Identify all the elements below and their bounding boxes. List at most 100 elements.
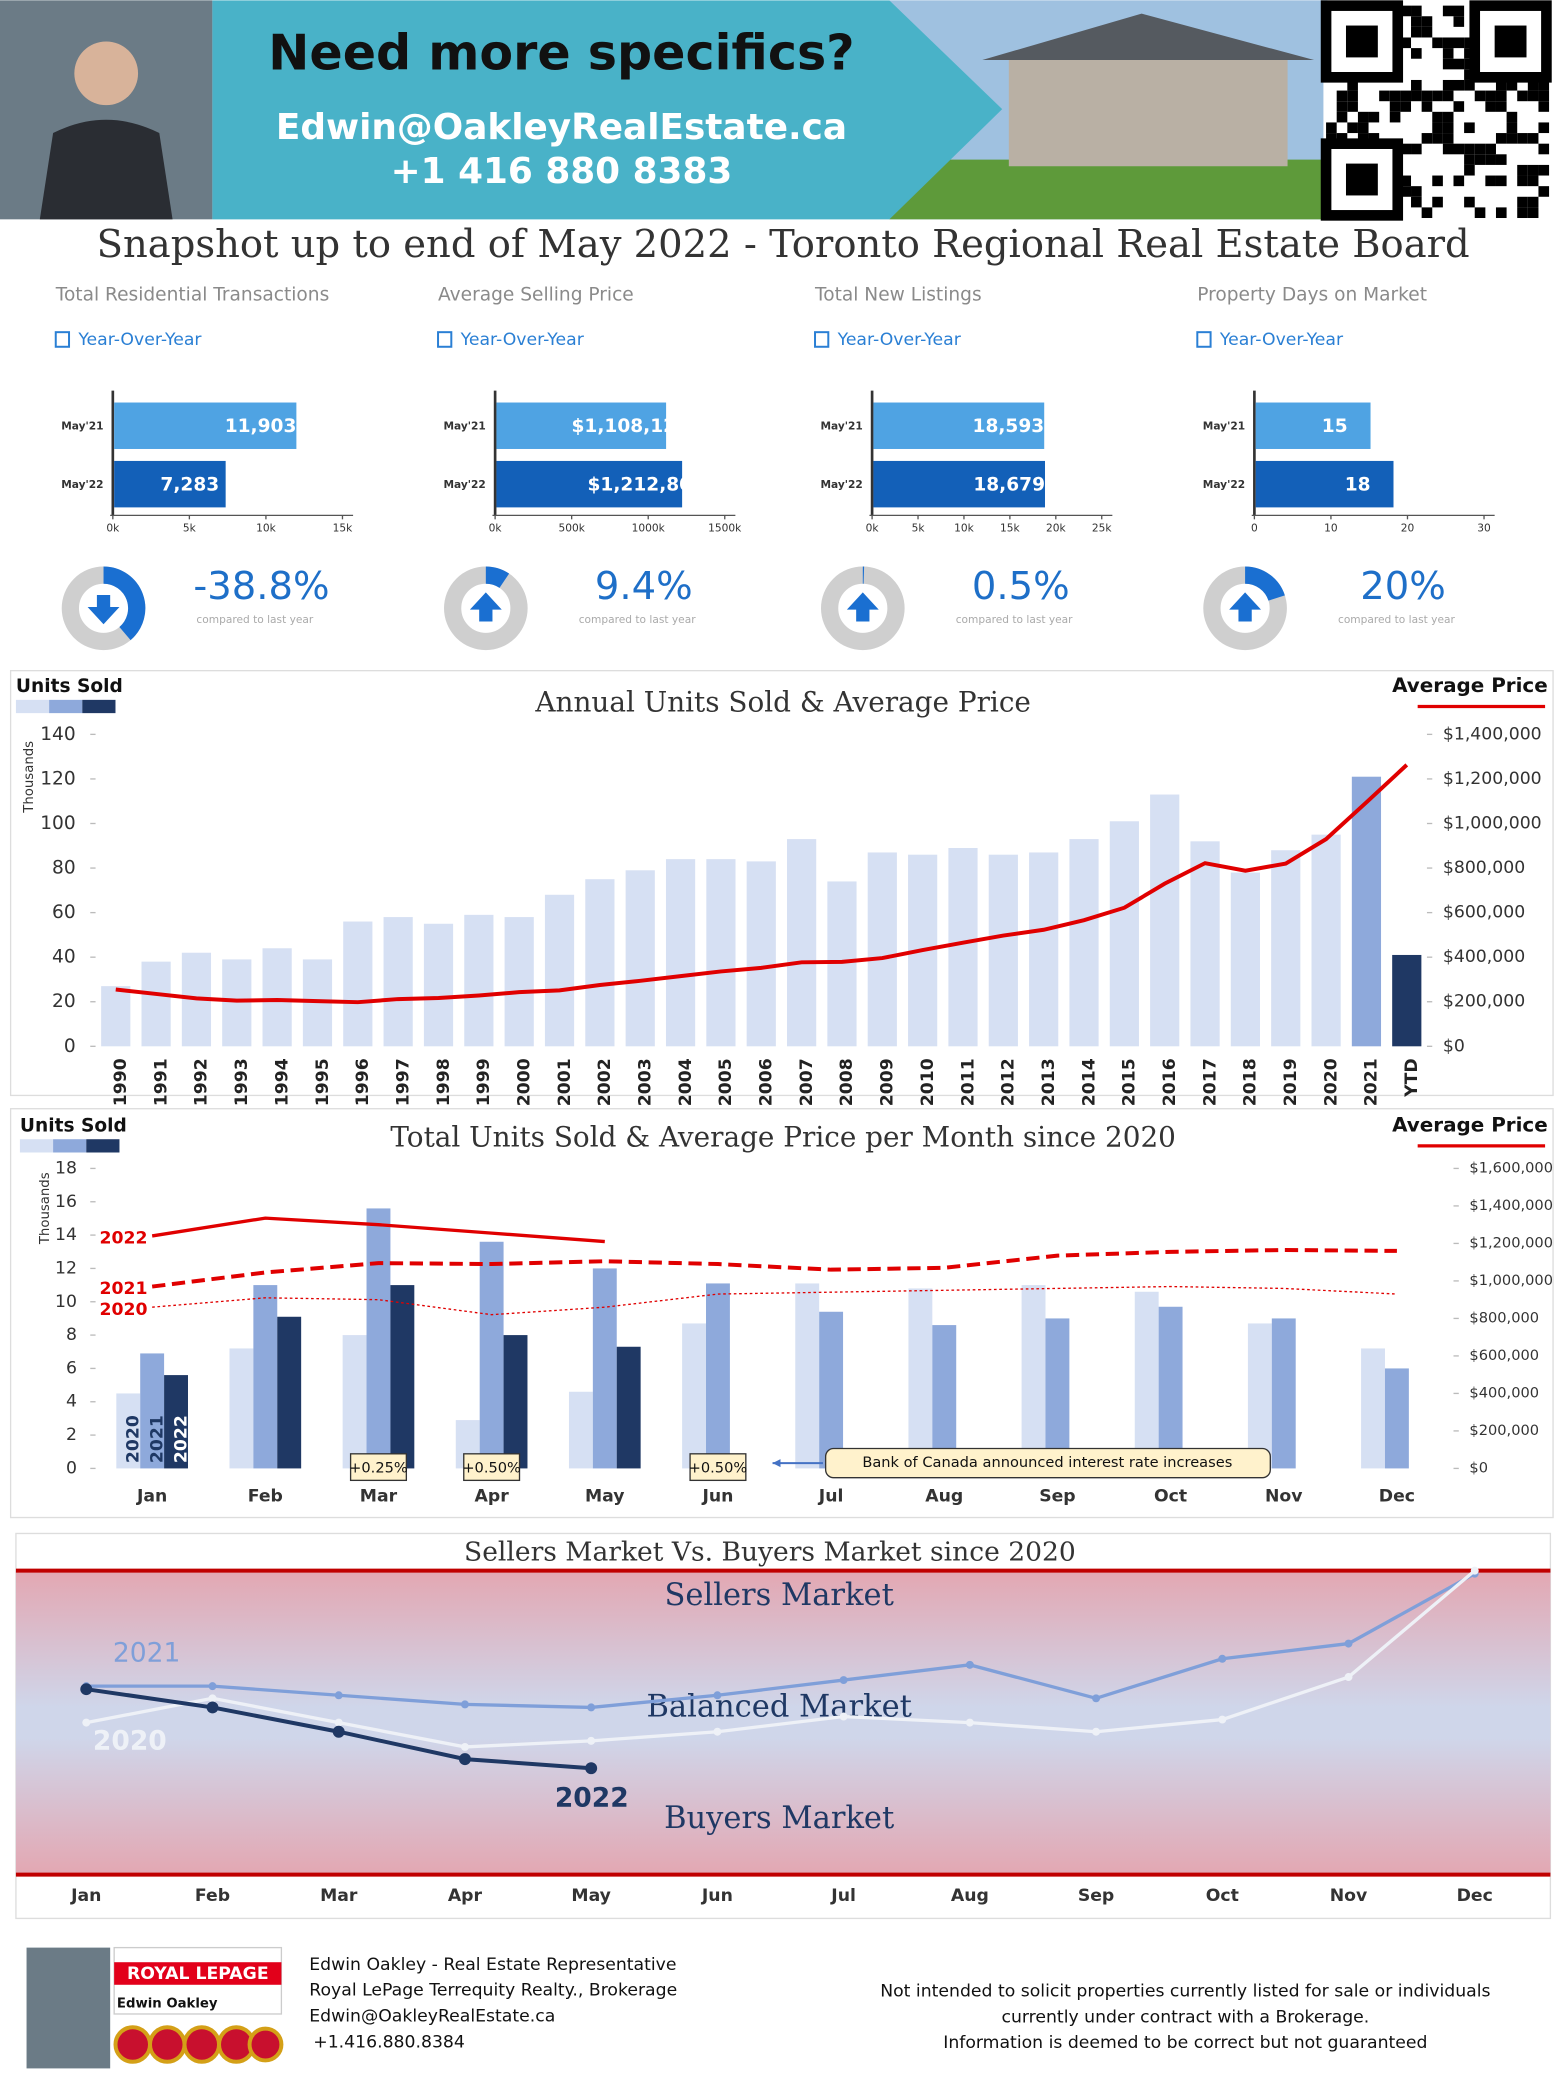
bar [479,1241,504,1469]
market-point [839,1676,848,1685]
x-tick-label: 2004 [676,1058,696,1106]
qr-cell [1326,122,1337,134]
qr-cell [1432,196,1443,208]
bar [503,1335,528,1469]
disclaimer-line: Information is deemed to be correct but … [943,2033,1427,2053]
qr-cell [1453,101,1465,112]
series-label: 2022 [555,1782,629,1813]
x-tick-label: 2002 [595,1058,615,1106]
bar [342,1335,367,1469]
y-unit: Thousands [38,1172,53,1245]
x-tick-label: Jul [818,1486,844,1506]
headline: Need more specifics? [268,24,854,82]
category-label: May'21 [443,419,485,432]
page-title: Snapshot up to end of May 2022 - Toronto… [97,222,1470,267]
qr-cell [1347,101,1358,112]
qr-cell [1464,154,1475,165]
kpi-title: Average Selling Price [438,285,634,306]
bar-series-label: 2022 [171,1415,191,1463]
legend-swatch [82,699,116,714]
qr-cell [1474,154,1486,165]
bar [682,1323,707,1469]
value-label: 18,679 [973,474,1045,495]
qr-cell [1400,175,1412,187]
x-tick-label: 30 [1477,522,1491,535]
value-label: 18,593 [973,416,1045,437]
y2-tick-label: $400,000 [1469,1384,1539,1401]
price-line [115,763,1409,1005]
price-series-label: 2021 [100,1279,148,1299]
x-tick-label: 1994 [272,1058,292,1106]
x-tick-label: 2012 [999,1058,1019,1106]
x-tick-label: 2001 [555,1058,575,1106]
price-line [151,1247,1397,1289]
qr-cell [1495,175,1507,187]
qr-cell [1495,101,1507,112]
market-point [80,1683,93,1696]
y-tick-label: 0 [66,1458,77,1478]
qr-cell [1432,133,1443,144]
value-label: 15 [1322,416,1348,437]
bar [140,1353,165,1469]
annotation: +0.50% [462,1459,521,1476]
x-tick-label: May [585,1486,625,1506]
qr-cell [1506,111,1518,123]
y2-tick-label: $200,000 [1469,1422,1539,1439]
qr-cell [1527,133,1539,144]
bar [908,1288,933,1469]
bar [343,921,373,1047]
qr-cell [1538,164,1550,176]
x-tick-label: Apr [448,1886,483,1906]
legend-swatch [86,1139,120,1153]
qr-cell [1421,26,1433,38]
qr-cell [1485,90,1496,102]
x-tick-label: 0k [489,522,503,535]
y-tick-label: 10 [55,1292,77,1312]
qr-cell [1464,143,1475,155]
note: Bank of Canada announced interest rate i… [862,1454,1232,1471]
x-tick-label: 15k [1000,522,1021,535]
change-label: -38.8% [193,564,329,609]
logo-name: Edwin Oakley [117,1996,218,2011]
bar [141,961,171,1047]
bar [496,460,683,508]
qr-cell [1411,48,1422,59]
qr-cell [1538,122,1550,134]
y-tick-label: 12 [55,1258,77,1278]
qr-cell [1453,79,1465,91]
x-tick-label: 1991 [151,1058,171,1106]
x-tick-label: 2003 [636,1058,656,1106]
category-label: May'21 [1203,419,1245,432]
x-tick-label: 1995 [313,1058,333,1106]
bar [873,460,1046,508]
qr-cell [1506,122,1518,134]
qr-cell [1411,186,1422,197]
bar [568,1391,593,1469]
y-tick-label: 20 [52,991,76,1012]
qr-cell [1485,175,1496,187]
x-tick-label: Aug [925,1486,963,1506]
qr-cell [1453,37,1465,49]
legend-price: Average Price [1392,1113,1548,1136]
logo-text: ROYAL LEPAGE [127,1964,269,1984]
annual-chart-frame [9,669,1554,1097]
legend-swatch [19,1139,54,1153]
qr-cell [1495,79,1507,91]
kpi-title: Property Days on Market [1197,285,1427,306]
bar [1158,1306,1183,1469]
qr-cell [1527,207,1539,219]
chart-title: Sellers Market Vs. Buyers Market since 2… [464,1536,1076,1567]
qr-cell [1411,143,1422,155]
legend-swatch [49,699,83,714]
bar [1247,1323,1272,1469]
gauge-arc [102,566,146,641]
x-tick-label: 2013 [1039,1058,1059,1106]
qr-finder-dot [1345,163,1378,196]
chart-title: Annual Units Sold & Average Price [534,685,1030,718]
y2-tick-label: $1,000,000 [1469,1272,1553,1289]
x-tick-label: Feb [248,1486,283,1506]
market-point [1092,1727,1101,1736]
x-tick-label: Oct [1206,1886,1239,1906]
market-point [965,1718,974,1727]
